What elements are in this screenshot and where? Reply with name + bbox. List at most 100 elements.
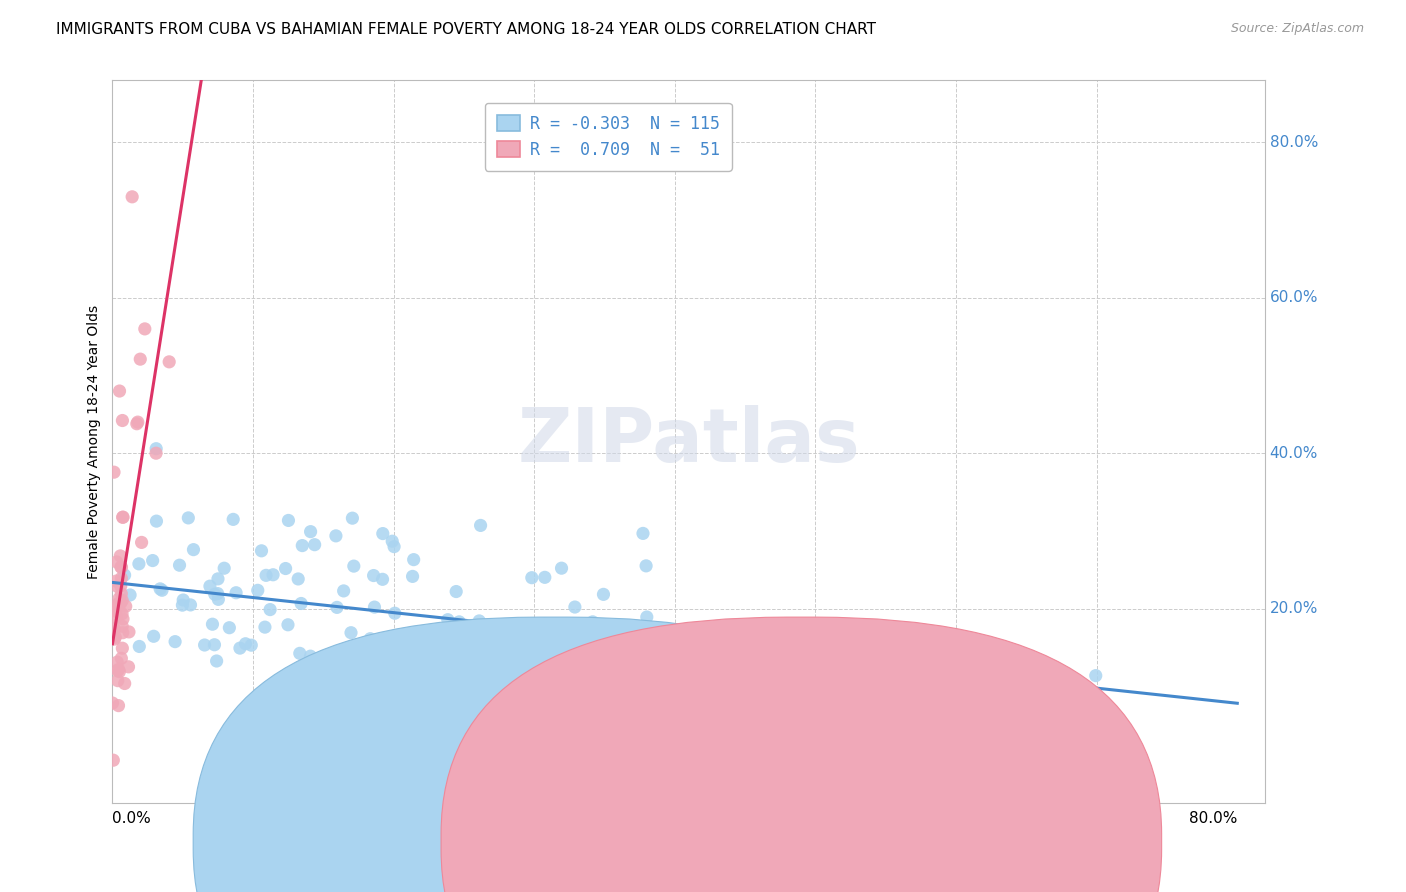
Point (117, 660, 139, 674)
Point (112, 510, 135, 524)
Point (103, 622, 125, 636)
Point (550, 561, 572, 575)
Text: 40.0%: 40.0% (1270, 446, 1317, 460)
Point (177, 511, 200, 525)
Point (107, 698, 129, 713)
Point (699, 622, 721, 636)
Point (110, 579, 132, 593)
Point (415, 702, 437, 716)
Point (399, 641, 422, 656)
Text: 80.0%: 80.0% (1189, 811, 1237, 826)
Point (229, 641, 252, 656)
Point (105, 574, 128, 588)
Point (533, 570, 555, 584)
Point (326, 600, 349, 615)
Point (572, 631, 595, 645)
Point (458, 633, 481, 648)
Y-axis label: Female Poverty Among 18-24 Year Olds: Female Poverty Among 18-24 Year Olds (87, 304, 101, 579)
Point (381, 534, 404, 549)
Point (603, 675, 626, 690)
Point (1038, 658, 1060, 673)
Point (128, 640, 150, 654)
Point (495, 683, 517, 698)
Point (564, 600, 586, 615)
Point (235, 637, 257, 651)
Point (110, 549, 132, 563)
Point (103, 632, 125, 646)
Point (846, 677, 869, 691)
Point (363, 600, 385, 615)
Point (111, 625, 134, 640)
Point (118, 624, 141, 639)
Point (868, 668, 890, 682)
Point (582, 615, 605, 629)
Point (636, 558, 658, 573)
Point (277, 617, 299, 632)
Point (254, 568, 277, 582)
Point (114, 599, 136, 614)
Point (114, 568, 136, 582)
Point (105, 655, 128, 669)
Point (299, 649, 322, 664)
Point (274, 561, 297, 575)
Point (103, 753, 125, 767)
Point (194, 638, 217, 652)
Point (290, 597, 312, 611)
Point (436, 613, 458, 627)
Point (499, 677, 522, 691)
Point (401, 569, 423, 583)
Point (505, 624, 527, 639)
Point (149, 582, 172, 596)
Point (287, 572, 309, 586)
Point (172, 598, 194, 612)
Point (198, 579, 221, 593)
Point (205, 654, 228, 668)
Point (183, 542, 205, 557)
Point (201, 617, 224, 632)
Point (382, 540, 405, 554)
Point (368, 684, 391, 698)
Point (103, 465, 125, 479)
Point (288, 646, 311, 660)
Point (225, 586, 247, 600)
Point (111, 593, 134, 607)
Point (110, 651, 132, 665)
Point (444, 584, 467, 599)
Point (121, 190, 143, 204)
FancyBboxPatch shape (193, 617, 914, 892)
Point (110, 560, 132, 574)
Text: 60.0%: 60.0% (1270, 290, 1317, 305)
Point (631, 526, 654, 541)
Point (402, 552, 425, 566)
Text: Immigrants from Cuba: Immigrants from Cuba (574, 836, 730, 849)
Point (661, 646, 683, 660)
Point (591, 660, 613, 674)
Text: 20.0%: 20.0% (1270, 601, 1317, 616)
Point (879, 681, 901, 696)
Point (142, 553, 165, 567)
Point (246, 583, 269, 598)
Point (105, 599, 128, 613)
Point (533, 617, 555, 632)
Point (114, 676, 136, 690)
Point (134, 322, 156, 336)
Point (212, 561, 235, 575)
Point (110, 596, 132, 610)
Point (125, 417, 148, 431)
Point (110, 587, 132, 601)
Point (636, 610, 658, 624)
Point (387, 639, 409, 653)
Point (150, 583, 173, 598)
Point (433, 640, 456, 654)
Point (363, 568, 385, 582)
Text: 80.0%: 80.0% (1270, 135, 1317, 150)
Point (240, 638, 263, 652)
Point (449, 615, 471, 629)
Point (277, 513, 299, 527)
Point (299, 524, 322, 539)
Point (165, 634, 187, 648)
Point (343, 559, 366, 574)
Point (105, 610, 128, 624)
Point (101, 696, 124, 710)
Legend: R = -0.303  N = 115, R =  0.709  N =  51: R = -0.303 N = 115, R = 0.709 N = 51 (485, 103, 731, 170)
